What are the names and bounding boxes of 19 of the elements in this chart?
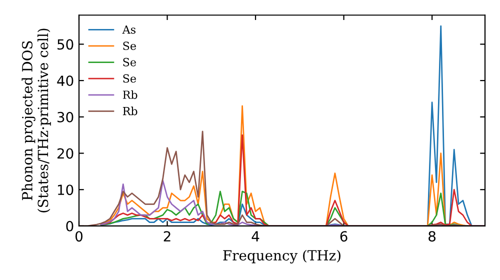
x-tick-label: 4 (252, 231, 260, 242)
legend-label: Se (123, 58, 136, 66)
x-tick-label: 8 (428, 231, 436, 242)
y-tick-label: 50 (58, 39, 74, 50)
legend-label: Se (123, 74, 136, 83)
legend-label: Se (123, 42, 136, 50)
y-axis-title: Phonon projected DOS (States/THz·primitive cell) (22, 28, 51, 212)
x-tick-label: 6 (340, 231, 348, 242)
legend-label: Rb (122, 106, 138, 116)
legend-label: As (122, 25, 136, 34)
x-tick-label: 0 (75, 231, 82, 242)
y-tick-label: 30 (58, 112, 74, 122)
y-tick-label: 20 (57, 148, 74, 159)
legend-label: Rb (122, 90, 138, 99)
x-axis-title: Frequency (THz) (223, 250, 340, 264)
y-tick-label: 40 (57, 76, 74, 86)
x-tick-label: 2 (164, 231, 170, 242)
y-tick-label: 0 (66, 220, 74, 232)
y-tick-label: 10 (58, 184, 74, 196)
